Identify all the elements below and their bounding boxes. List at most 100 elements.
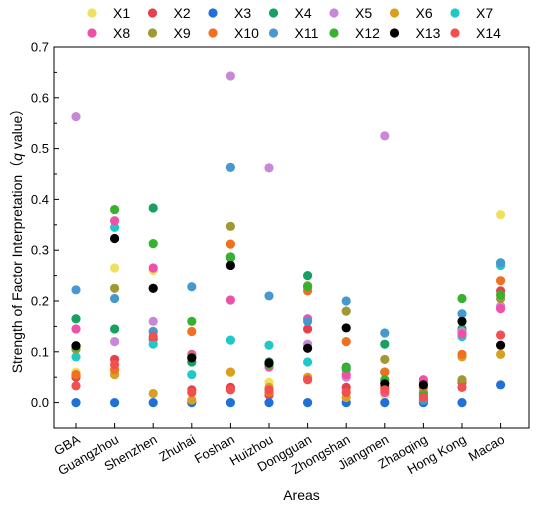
legend-item-x7: X7 <box>450 5 493 21</box>
legend-item-x14: X14 <box>450 25 501 41</box>
data-point-x11 <box>110 293 120 304</box>
legend-marker <box>147 8 158 18</box>
data-point-x5 <box>380 131 390 141</box>
data-point-x3 <box>457 398 467 408</box>
data-point-x8 <box>110 216 120 226</box>
data-point-x5 <box>110 337 120 347</box>
data-point-x10 <box>496 276 506 286</box>
data-point-x11 <box>71 285 81 295</box>
legend-label: X2 <box>174 5 191 21</box>
data-point-x8 <box>341 370 351 380</box>
data-point-x6 <box>148 388 158 399</box>
data-point-x14 <box>303 375 313 385</box>
data-point-x14 <box>187 387 197 398</box>
data-point-x14 <box>225 385 235 395</box>
data-point-x11 <box>380 328 390 338</box>
x-tick-label: Zhuhai <box>156 432 198 465</box>
y-tick-label: 0.2 <box>31 294 49 309</box>
data-point-x6 <box>496 349 506 359</box>
data-point-x12 <box>457 293 467 304</box>
data-point-x10 <box>341 337 351 347</box>
legend-marker <box>268 28 279 38</box>
legend-item-x13: X13 <box>389 25 441 41</box>
data-point-x3 <box>264 398 274 408</box>
data-point-x7 <box>264 340 274 350</box>
data-point-x7 <box>71 352 81 362</box>
data-point-x3 <box>110 398 120 408</box>
legend-marker <box>208 8 218 18</box>
legend-item-x10: X10 <box>208 25 259 41</box>
y-axis: 0.0 0.1 0.2 0.3 0.4 0.5 0.6 0.7 <box>31 40 59 410</box>
legend: X1 X2 X3 X4 X5 X6 X7 X8 X9 X10 X11 X12 X13 X14 <box>87 5 501 41</box>
data-point-x11 <box>457 309 467 319</box>
data-point-x8 <box>148 263 158 273</box>
data-point-x14 <box>264 385 274 395</box>
legend-item-x5: X5 <box>329 5 372 21</box>
data-point-x13 <box>457 316 467 326</box>
legend-item-x4: X4 <box>268 5 312 21</box>
data-point-x3 <box>380 398 390 408</box>
legend-label: X6 <box>416 5 433 21</box>
data-point-x11 <box>264 291 274 301</box>
data-point-x11 <box>225 162 235 172</box>
data-point-x3 <box>71 398 81 408</box>
data-point-x13 <box>148 283 158 293</box>
data-point-x9 <box>341 306 351 316</box>
data-point-x13 <box>71 341 81 351</box>
y-tick-label: 0.4 <box>31 192 49 207</box>
y-axis-title: Strength of Factor Interpretation（q valu… <box>9 102 25 374</box>
data-point-x11 <box>187 282 197 292</box>
legend-marker <box>87 28 97 38</box>
data-point-x7 <box>225 335 235 345</box>
data-point-x14 <box>71 381 81 391</box>
legend-marker <box>147 28 158 38</box>
data-point-x12 <box>341 363 351 373</box>
data-point-x11 <box>303 316 313 326</box>
legend-marker <box>389 8 400 18</box>
data-point-x12 <box>225 252 235 262</box>
data-point-x5 <box>148 316 158 326</box>
data-point-x3 <box>303 398 313 408</box>
legend-label: X4 <box>295 5 312 21</box>
data-point-x13 <box>187 353 197 363</box>
legend-label: X1 <box>113 5 130 21</box>
data-point-x10 <box>457 349 467 359</box>
data-point-x5 <box>71 111 81 122</box>
legend-item-x11: X11 <box>268 25 319 41</box>
data-point-x3 <box>148 398 158 408</box>
data-point-x14 <box>457 382 467 392</box>
y-axis-title-var: q <box>9 153 25 161</box>
data-point-x9 <box>457 375 467 385</box>
data-point-x5 <box>225 71 235 81</box>
x-tick-label: Macao <box>466 432 507 465</box>
data-point-x7 <box>148 339 158 349</box>
legend-item-x3: X3 <box>208 5 251 21</box>
data-point-x4 <box>380 339 390 349</box>
legend-label: X3 <box>234 5 251 21</box>
legend-label: X5 <box>355 5 372 21</box>
data-point-x13 <box>303 343 313 353</box>
data-point-x9 <box>380 354 390 365</box>
data-point-x14 <box>341 387 351 398</box>
data-point-x10 <box>187 326 197 337</box>
y-tick-label: 0.1 <box>31 344 49 359</box>
data-point-x8 <box>457 329 467 339</box>
x-axis-title: Areas <box>283 487 320 503</box>
legend-label: X12 <box>355 25 380 41</box>
legend-marker <box>208 28 218 38</box>
data-point-x12 <box>110 204 120 215</box>
legend-marker <box>268 8 279 18</box>
data-point-x13 <box>418 380 428 390</box>
legend-item-x2: X2 <box>147 5 191 21</box>
data-point-x4 <box>303 271 313 281</box>
data-point-x4 <box>148 203 158 213</box>
data-point-x12 <box>187 316 197 326</box>
data-point-x4 <box>110 324 120 334</box>
data-point-x8 <box>225 295 235 305</box>
legend-item-x9: X9 <box>147 25 191 41</box>
data-point-x13 <box>110 233 120 244</box>
y-axis-title-prefix: Strength of Factor Interpretation（ <box>9 161 25 373</box>
data-point-x7 <box>110 222 120 232</box>
data-point-x14 <box>418 392 428 403</box>
